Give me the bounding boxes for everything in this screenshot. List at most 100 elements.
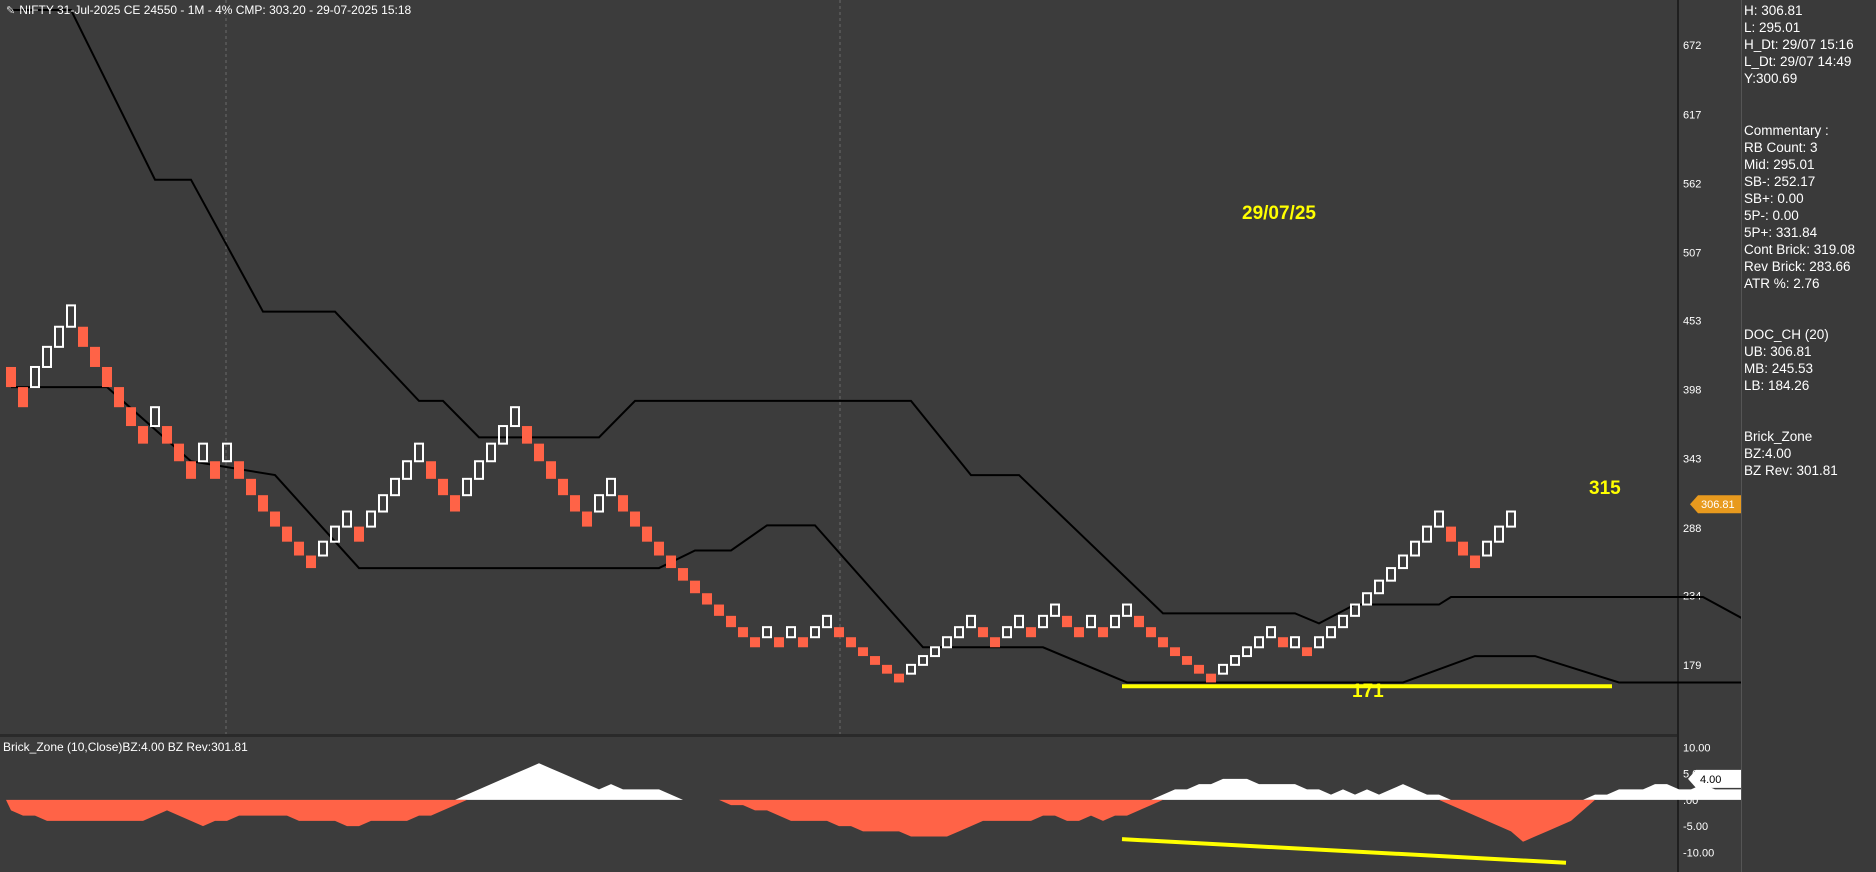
y-tick-label: 453 — [1683, 315, 1701, 327]
price-badge-label: 306.81 — [1701, 499, 1735, 511]
brick-down — [894, 673, 904, 683]
brick-up — [1350, 603, 1360, 617]
brick-down — [1446, 526, 1456, 542]
brick-up — [1230, 655, 1240, 666]
brick-up — [1326, 626, 1336, 639]
brick-up — [510, 406, 520, 428]
brick-down — [546, 461, 556, 479]
brick-up — [1110, 614, 1120, 629]
brick-down — [654, 541, 664, 556]
doc-ch-line: DOC_CH (20) — [1744, 327, 1829, 342]
brick-up — [954, 626, 964, 639]
brick-down — [1470, 555, 1480, 569]
brick-down — [18, 387, 28, 408]
channel-lower-line — [11, 386, 1876, 684]
brick-down — [1302, 647, 1312, 657]
brick-up — [1122, 603, 1132, 617]
brick-up — [378, 494, 388, 513]
brick-down — [1206, 673, 1216, 683]
y-tick-label: 617 — [1683, 109, 1701, 121]
brick-down — [234, 461, 244, 479]
brick-up — [1290, 636, 1300, 649]
brick-down — [774, 637, 784, 648]
brick-down — [270, 511, 280, 527]
brick-up — [1314, 636, 1324, 649]
brick-up — [918, 655, 928, 666]
brick-down — [114, 387, 124, 408]
brick-up — [66, 304, 76, 328]
brick-down — [1182, 656, 1192, 665]
brick-down — [690, 580, 700, 594]
brick-up — [1398, 554, 1408, 570]
doc-ch-line: LB: 184.26 — [1744, 378, 1810, 393]
brick-up — [486, 442, 496, 463]
indicator-title: Brick_Zone (10,Close)BZ:4.00 BZ Rev:301.… — [3, 740, 248, 754]
brick-up — [822, 614, 832, 629]
brick-up — [54, 325, 64, 348]
brick-up — [474, 460, 484, 480]
brick-down — [630, 511, 640, 527]
brick-up — [30, 365, 40, 389]
annotation-high: 315 — [1589, 478, 1621, 499]
brick-down — [978, 627, 988, 638]
brick-up — [414, 442, 424, 463]
brick-up — [402, 460, 412, 480]
brick-zone-line: BZ Rev: 301.81 — [1744, 463, 1838, 478]
info-panel — [1741, 0, 1876, 872]
brick-up — [1506, 510, 1516, 528]
brick-down — [678, 568, 688, 581]
brick-zone-line: Brick_Zone — [1744, 429, 1813, 444]
y-tick-label: 672 — [1683, 40, 1701, 52]
pencil-icon[interactable]: ✎ — [6, 4, 16, 17]
commentary-line: Cont Brick: 319.08 — [1744, 242, 1856, 257]
brick-down — [1158, 637, 1168, 648]
summary-line: L_Dt: 29/07 14:49 — [1744, 54, 1852, 69]
brick-up — [1434, 510, 1444, 528]
commentary-line: Mid: 295.01 — [1744, 157, 1815, 172]
commentary-line: 5P-: 0.00 — [1744, 208, 1799, 223]
chart-title: ✎ NIFTY 31-Jul-2025 CE 24550 - 1M - 4% C… — [6, 3, 411, 17]
brick-up — [1422, 525, 1432, 543]
brick-down — [1098, 627, 1108, 638]
doc-ch-line: MB: 245.53 — [1744, 361, 1814, 376]
info-doc-ch: DOC_CH (20) UB: 306.81 MB: 245.53 LB: 184.2… — [1744, 326, 1829, 394]
commentary-line: RB Count: 3 — [1744, 140, 1818, 155]
brick-up — [1254, 636, 1264, 649]
brick-up — [1242, 646, 1252, 658]
osc-y-tick-label: -5.00 — [1683, 821, 1708, 833]
brick-down — [306, 555, 316, 569]
oscillator-positive-area — [6, 763, 1876, 800]
brick-up — [1482, 540, 1492, 557]
brick-down — [882, 664, 892, 674]
brick-down — [246, 478, 256, 496]
brick-down — [6, 366, 16, 388]
oscillator-badge-shape — [1688, 769, 1741, 788]
brick-down — [294, 541, 304, 556]
y-tick-label: 179 — [1683, 660, 1701, 672]
brick-down — [870, 656, 880, 665]
brick-up — [942, 636, 952, 649]
brick-up — [390, 477, 400, 497]
brick-down — [738, 627, 748, 638]
oscillator-trendline — [1121, 837, 1567, 865]
brick-down — [1146, 627, 1156, 638]
brick-down — [354, 526, 364, 542]
brick-down — [1074, 627, 1084, 638]
brick-up — [966, 614, 976, 629]
brick-up — [594, 494, 604, 513]
brick-up — [930, 646, 940, 658]
brick-down — [558, 478, 568, 496]
brick-down — [1026, 627, 1036, 638]
brick-up — [1050, 603, 1060, 617]
brick-zone-line: BZ:4.00 — [1744, 446, 1792, 461]
brick-down — [1458, 541, 1468, 556]
y-tick-label: 398 — [1683, 385, 1701, 397]
brick-down — [642, 526, 652, 542]
summary-line: L: 295.01 — [1744, 20, 1801, 35]
brick-down — [1278, 637, 1288, 648]
brick-down — [174, 443, 184, 462]
brick-down — [1194, 664, 1204, 674]
brick-down — [1062, 615, 1072, 628]
panel-separator — [0, 734, 1677, 737]
